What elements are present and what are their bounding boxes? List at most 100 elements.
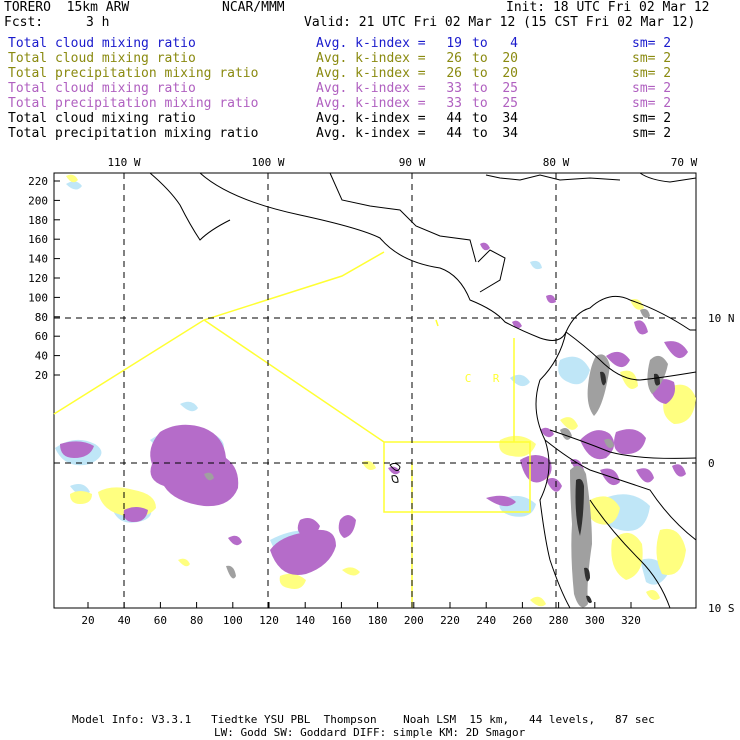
legend-field-name: Total cloud mixing ratio (8, 81, 196, 96)
bottom-tick-label: 140 (295, 614, 315, 627)
cloud-yellow-area (588, 496, 620, 525)
fcst-value: 3 h (86, 15, 110, 30)
precip-dark-core (586, 595, 592, 604)
cloud-purple-area (150, 424, 239, 507)
legend-kindex-to-word: to (472, 81, 488, 96)
left-tick-label: 100 (28, 291, 48, 304)
border-colombia-peru (549, 429, 697, 459)
bottom-tick-label: 320 (621, 614, 641, 627)
cloud-yellow-area (611, 532, 643, 580)
precip-dark-core (584, 567, 590, 582)
cloud-yellow-area (499, 435, 536, 457)
physics-info: LW: Godd SW: Goddard DIFF: simple KM: 2D… (214, 726, 526, 739)
legend-kindex-label: Avg. k-index = (316, 81, 426, 96)
bottom-tick-label: 200 (404, 614, 424, 627)
galapagos-islands (389, 462, 401, 483)
cloud-yellow-area (656, 528, 686, 575)
cloud-purple-area (634, 320, 648, 335)
legend-field-name: Total cloud mixing ratio (8, 51, 196, 66)
precip-gray-area (640, 308, 650, 318)
legend-kindex-to: 20 (502, 66, 518, 81)
left-tick-label: 20 (35, 369, 48, 382)
legend-kindex-from: 19 (446, 36, 462, 51)
precip-light-area (66, 181, 82, 190)
legend-kindex-label: Avg. k-index = (316, 36, 426, 51)
top-longitude-label: 90 W (399, 156, 426, 169)
legend-smoothing: sm= 2 (632, 66, 672, 81)
cloud-purple-area (60, 441, 94, 458)
precip-dark-core (575, 478, 584, 536)
cloud-purple-area (546, 478, 562, 492)
cloud-purple-area (297, 518, 320, 537)
coastline-baja (149, 172, 231, 241)
bottom-tick-label: 220 (440, 614, 460, 627)
border-mexico-guatemala (329, 172, 477, 263)
precip-dark-core (654, 373, 660, 386)
legend-kindex-to-word: to (472, 66, 488, 81)
cloud-yellow-area (560, 417, 578, 430)
precip-light-area (530, 260, 542, 270)
border-honduras (477, 249, 506, 293)
bottom-tick-label: 100 (223, 614, 243, 627)
cloud-purple-area (614, 429, 646, 455)
bottom-tick-label: 160 (331, 614, 351, 627)
legend-smoothing: sm= 2 (632, 36, 672, 51)
legend-kindex-to-word: to (472, 111, 488, 126)
legend-kindex-to: 25 (502, 81, 518, 96)
cloud-purple-area (664, 341, 688, 359)
legend-smoothing: sm= 2 (632, 51, 672, 66)
cloud-yellow-area (620, 370, 638, 389)
legend-smoothing: sm= 2 (632, 111, 672, 126)
left-tick-label: 180 (28, 214, 48, 227)
region-label: R (493, 372, 500, 385)
cloud-purple-area (480, 242, 490, 251)
cloud-yellow-area (342, 567, 360, 576)
bottom-tick-label: 40 (118, 614, 131, 627)
region-label: C (465, 372, 472, 385)
model-title: TORERO 15km ARW (4, 0, 130, 15)
coastlines (149, 172, 697, 609)
legend-kindex-label: Avg. k-index = (316, 126, 426, 141)
legend-smoothing: sm= 2 (632, 81, 672, 96)
bottom-tick-label: 120 (259, 614, 279, 627)
cloud-purple-area (546, 294, 556, 304)
right-latitude-label: 10 N (708, 312, 735, 325)
legend-kindex-to: 4 (510, 36, 518, 51)
legend-kindex-to-word: to (472, 51, 488, 66)
cloud-purple-area (338, 515, 356, 538)
legend-field-name: Total precipitation mixing ratio (8, 126, 259, 141)
cloud-yellow-area (646, 590, 660, 600)
cloud-purple-area (672, 464, 686, 477)
legend-kindex-to: 25 (502, 96, 518, 111)
left-tick-label: 160 (28, 233, 48, 246)
cloud-purple-area (270, 529, 336, 575)
legend-kindex-from: 33 (446, 81, 462, 96)
bottom-tick-label: 80 (190, 614, 203, 627)
cloud-yellow-area (530, 596, 546, 607)
top-longitude-label: 80 W (543, 156, 570, 169)
cloud-yellow-area (178, 558, 190, 567)
legend-kindex-from: 26 (446, 66, 462, 81)
legend-kindex-from: 44 (446, 111, 462, 126)
cloud-purple-area (228, 535, 242, 546)
cloud-purple-area (606, 351, 630, 368)
legend-field-name: Total cloud mixing ratio (8, 36, 196, 51)
precip-light-area (180, 401, 198, 412)
legend-smoothing: sm= 2 (632, 96, 672, 111)
legend-kindex-label: Avg. k-index = (316, 96, 426, 111)
coastline-venezuela (629, 299, 696, 331)
cloud-yellow-area (66, 174, 78, 183)
bottom-tick-label: 240 (476, 614, 496, 627)
legend-field-name: Total cloud mixing ratio (8, 111, 196, 126)
domain-boundary-tick (435, 319, 439, 327)
precip-gray-area (587, 354, 610, 416)
left-tick-label: 40 (35, 350, 48, 363)
coastline-south-america-west (535, 331, 571, 609)
left-tick-label: 80 (35, 311, 48, 324)
axis-ticks: 110 W 100 W 90 W 80 W 70 W 10 N 0 10 S 220 200 180… (28, 156, 734, 627)
left-tick-label: 220 (28, 175, 48, 188)
valid-time: Valid: 21 UTC Fri 02 Mar 12 (15 CST Fri … (304, 15, 696, 30)
cloud-purple-area (123, 507, 148, 522)
coastline-caribbean (485, 174, 621, 181)
